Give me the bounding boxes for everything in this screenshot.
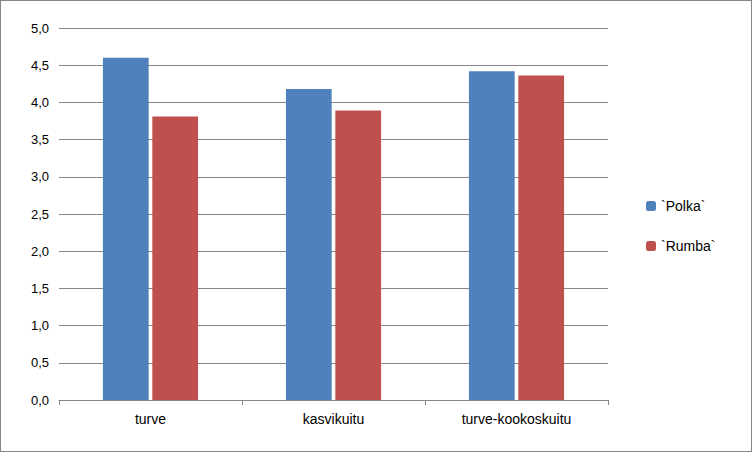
svg-text:`Polka`: `Polka` <box>661 198 705 214</box>
svg-text:3,5: 3,5 <box>31 132 49 147</box>
svg-text:`Rumba`: `Rumba` <box>661 238 715 254</box>
svg-text:turve: turve <box>135 411 166 427</box>
svg-text:kasvikuitu: kasvikuitu <box>303 411 364 427</box>
svg-text:1,0: 1,0 <box>31 318 49 333</box>
svg-text:4,5: 4,5 <box>31 58 49 73</box>
svg-text:turve-kookoskuitu: turve-kookoskuitu <box>462 411 572 427</box>
svg-text:0,0: 0,0 <box>31 393 49 408</box>
svg-text:2,0: 2,0 <box>31 244 49 259</box>
svg-text:0,5: 0,5 <box>31 355 49 370</box>
svg-text:3,0: 3,0 <box>31 169 49 184</box>
svg-text:2,5: 2,5 <box>31 207 49 222</box>
svg-text:1,5: 1,5 <box>31 281 49 296</box>
svg-text:4,0: 4,0 <box>31 95 49 110</box>
svg-text:5,0: 5,0 <box>31 21 49 36</box>
